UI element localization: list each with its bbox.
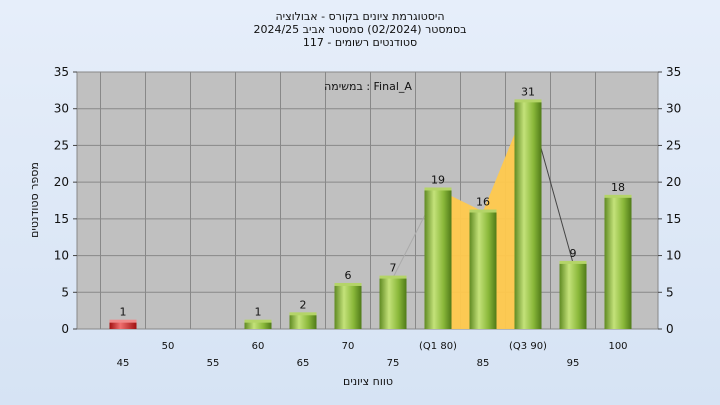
- bar-cap: [514, 99, 542, 103]
- x-tick-label: 75: [387, 358, 400, 369]
- y-tick-label-left: 15: [54, 212, 69, 226]
- y-tick-label-left: 30: [54, 102, 69, 116]
- y-tick-label-left: 25: [54, 138, 69, 152]
- chart-title-line-1: היסטוגרמת ציונים בקורס - אבולוציה: [275, 10, 445, 23]
- bar-95: [559, 262, 587, 329]
- bar-cap: [334, 282, 362, 286]
- data-label: 31: [521, 85, 535, 98]
- x-tick-label: 55: [207, 358, 220, 369]
- bar-Q390: [514, 101, 542, 329]
- x-axis-label: טווח ציונים: [343, 375, 393, 388]
- bar-Q180: [424, 189, 452, 329]
- y-tick-label-right: 0: [666, 322, 674, 336]
- bar-cap: [604, 194, 632, 198]
- bar-cap: [289, 312, 317, 316]
- x-tick-label: 85: [477, 358, 490, 369]
- data-label: 18: [611, 181, 625, 194]
- data-label: 9: [570, 247, 577, 260]
- y-tick-label-left: 10: [54, 249, 69, 263]
- bar-cap: [109, 319, 137, 323]
- x-tick-label: 95: [567, 358, 580, 369]
- bar-70: [334, 284, 362, 329]
- y-tick-label-right: 20: [666, 175, 681, 189]
- bar-75: [379, 277, 407, 329]
- data-label: 16: [476, 196, 490, 209]
- y-tick-label-right: 30: [666, 102, 681, 116]
- x-tick-label: 60: [252, 341, 265, 352]
- y-tick-label-left: 0: [61, 322, 69, 336]
- data-label: 7: [390, 262, 397, 275]
- y-tick-label-right: 15: [666, 212, 681, 226]
- chart-title-line-3: סטודנטים רשומים - 117: [302, 36, 418, 49]
- bar-60: [244, 321, 272, 329]
- bar-cap: [244, 319, 272, 323]
- bar-45: [109, 321, 137, 329]
- bar-cap: [424, 187, 452, 191]
- y-tick-label-right: 10: [666, 249, 681, 263]
- y-tick-label-right: 5: [666, 285, 674, 299]
- bar-65: [289, 314, 317, 329]
- x-tick-label: 50: [162, 341, 175, 352]
- x-tick-label: 45: [117, 358, 130, 369]
- y-tick-label-left: 20: [54, 175, 69, 189]
- x-tick-label: 65: [297, 358, 310, 369]
- data-label: 19: [431, 173, 445, 186]
- bar-85: [469, 211, 497, 329]
- bar-cap: [469, 209, 497, 213]
- data-label: 2: [300, 298, 307, 311]
- y-tick-label-left: 5: [61, 285, 69, 299]
- y-tick-label-right: 35: [666, 65, 681, 79]
- x-tick-label: 70: [342, 341, 355, 352]
- data-label: 1: [255, 306, 262, 319]
- y-tick-label-right: 25: [666, 138, 681, 152]
- y-tick-label-left: 35: [54, 65, 69, 79]
- bar-cap: [559, 260, 587, 264]
- data-label: 6: [345, 269, 352, 282]
- chart-title-line-2: בסמסטר (02/2024) סמסטר אביב 2024/25: [253, 23, 467, 36]
- x-tick-label: (Q3 90): [509, 341, 547, 352]
- x-tick-label: 100: [608, 341, 627, 352]
- y-axis-label: מספר סטודנטים: [28, 162, 41, 238]
- bar-cap: [379, 275, 407, 279]
- annotation-text: במשימה : Final_A: [324, 80, 412, 93]
- bar-100: [604, 196, 632, 329]
- data-label: 1: [120, 306, 127, 319]
- x-tick-label: (Q1 80): [419, 341, 457, 352]
